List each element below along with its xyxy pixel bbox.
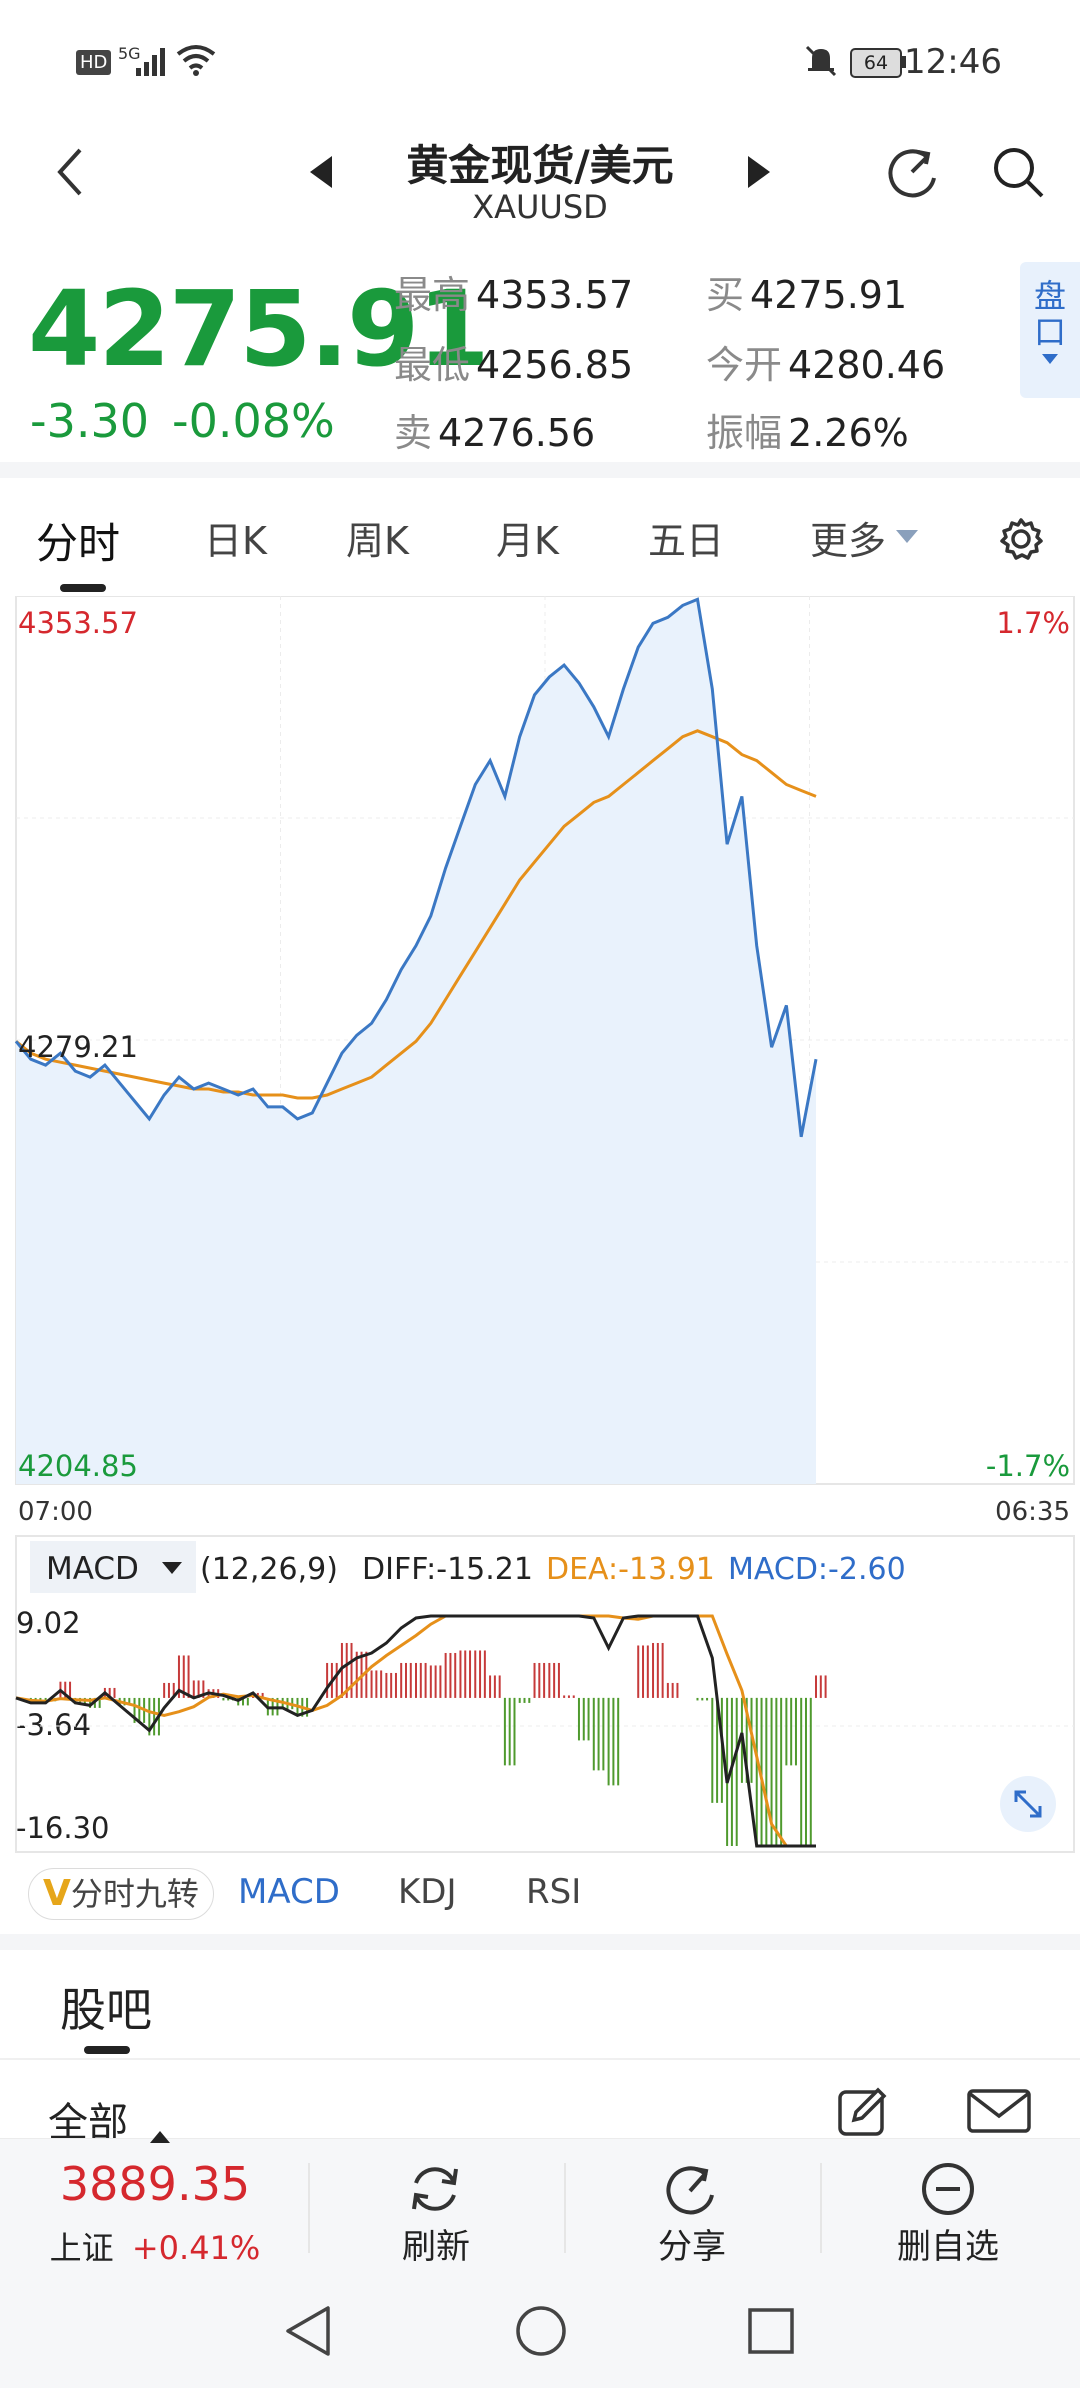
macd-frame (15, 1535, 1075, 1853)
indicator-tab-macd[interactable]: MACD (238, 1872, 340, 1912)
indicator-tab-kdj[interactable]: KDJ (398, 1872, 457, 1912)
refresh-label[interactable]: 刷新 (402, 2227, 470, 2267)
tab-monthly-k[interactable]: 月K (496, 519, 559, 563)
stat-buy: 买 4275.91 (706, 273, 908, 317)
v-badge-icon: V (43, 1873, 71, 1914)
nav-back-icon[interactable] (284, 2304, 334, 2358)
remove-watchlist-icon[interactable] (920, 2161, 976, 2217)
bottom-toolbar: 3889.35 上证 +0.41% 刷新 分享 删自选 (0, 2131, 1080, 2275)
status-time: 12:46 (904, 42, 1002, 82)
network-type-icon: 5G (118, 44, 141, 63)
tab-five-day[interactable]: 五日 (648, 519, 725, 563)
caret-down-icon (1042, 354, 1058, 364)
current-price: 4275.91 (28, 268, 490, 390)
macd-y-bottom: -16.30 (16, 1811, 110, 1845)
signal-icon (136, 48, 165, 76)
header: 黄金现货/美元 XAUUSD (0, 120, 1080, 240)
page-title: 黄金现货/美元 (406, 141, 674, 190)
remove-watchlist-label[interactable]: 删自选 (897, 2227, 999, 2267)
indicator-tab-rsi[interactable]: RSI (526, 1872, 582, 1912)
chart-min-label: 4204.85 (18, 1449, 138, 1483)
chart-pct-bottom: -1.7% (986, 1449, 1070, 1483)
edit-post-icon[interactable] (836, 2084, 892, 2136)
status-bar: HD 5G 64 12:46 (0, 0, 1080, 120)
share-label[interactable]: 分享 (658, 2227, 726, 2267)
wifi-icon (176, 45, 216, 76)
macd-histogram (29, 1642, 827, 1846)
time-start-label: 07:00 (18, 1497, 93, 1527)
share-arrow-icon[interactable] (882, 142, 942, 202)
index-name: 上证 (49, 2229, 114, 2267)
nine-turn-button[interactable]: V分时九转 (28, 1868, 214, 1920)
tab-intraday[interactable]: 分时 (36, 519, 121, 568)
stat-high: 最高 4353.57 (394, 273, 634, 317)
tab-more[interactable]: 更多 (810, 519, 887, 563)
share-icon[interactable] (662, 2161, 720, 2217)
price-change: -3.30 (30, 394, 150, 448)
settings-gear-icon[interactable] (998, 516, 1044, 562)
expand-icon (1014, 1790, 1042, 1818)
stat-sell: 卖 4276.56 (394, 411, 596, 455)
search-icon[interactable] (990, 144, 1046, 200)
nav-home-icon[interactable] (514, 2304, 568, 2358)
back-icon[interactable] (50, 144, 90, 200)
macd-y-top: 9.02 (16, 1606, 81, 1640)
price-change-pct: -0.08% (172, 394, 335, 448)
guba-tab[interactable]: 股吧 (60, 1983, 152, 2037)
instrument-code: XAUUSD (472, 188, 608, 226)
macd-diff: DIFF:-15.21 (362, 1552, 533, 1587)
macd-selector-label: MACD (46, 1551, 139, 1587)
chart-prevclose-label: 4279.21 (18, 1030, 138, 1064)
caret-down-icon (896, 530, 918, 543)
indicator-tabs: V分时九转 MACD KDJ RSI (0, 1858, 1080, 1934)
intraday-chart[interactable]: 4353.57 4279.21 4204.85 1.7% -1.7% 07:00… (0, 596, 1080, 1858)
average-price-line (15, 729, 817, 1100)
macd-dea-line (15, 1614, 816, 1848)
index-pct: +0.41% (131, 2229, 261, 2267)
hd-icon: HD (76, 50, 112, 75)
order-book-button[interactable]: 盘 口 (1020, 262, 1080, 398)
stat-amplitude: 振幅 2.26% (706, 411, 909, 455)
stat-low: 最低 4256.85 (394, 343, 634, 387)
index-ticker[interactable]: 3889.35 (59, 2157, 251, 2211)
macd-dea: DEA:-13.91 (546, 1552, 715, 1587)
system-nav-bar (0, 2274, 1080, 2388)
caret-down-icon (162, 1562, 182, 1574)
chart-pct-top: 1.7% (996, 606, 1070, 640)
macd-diff-line (15, 1614, 816, 1848)
mute-bell-icon (805, 45, 837, 77)
chart-max-label: 4353.57 (18, 606, 138, 640)
tab-weekly-k[interactable]: 周K (346, 519, 409, 563)
nav-recents-icon[interactable] (746, 2306, 796, 2356)
macd-value: MACD:-2.60 (728, 1552, 906, 1587)
price-line (14, 597, 818, 1138)
battery-icon: 64 (850, 48, 902, 78)
refresh-icon[interactable] (406, 2161, 464, 2217)
macd-y-mid: -3.64 (16, 1708, 91, 1742)
macd-params: (12,26,9) (200, 1552, 338, 1587)
message-icon[interactable] (966, 2088, 1032, 2134)
time-end-label: 06:35 (995, 1497, 1070, 1527)
next-instrument-icon[interactable] (744, 154, 774, 190)
prev-instrument-icon[interactable] (306, 154, 336, 190)
caret-up-icon (150, 2131, 170, 2143)
tab-daily-k[interactable]: 日K (204, 519, 267, 563)
chart-period-tabs: 分时 日K 周K 月K 五日 更多 (0, 478, 1080, 594)
stat-open: 今开 4280.46 (706, 343, 946, 387)
